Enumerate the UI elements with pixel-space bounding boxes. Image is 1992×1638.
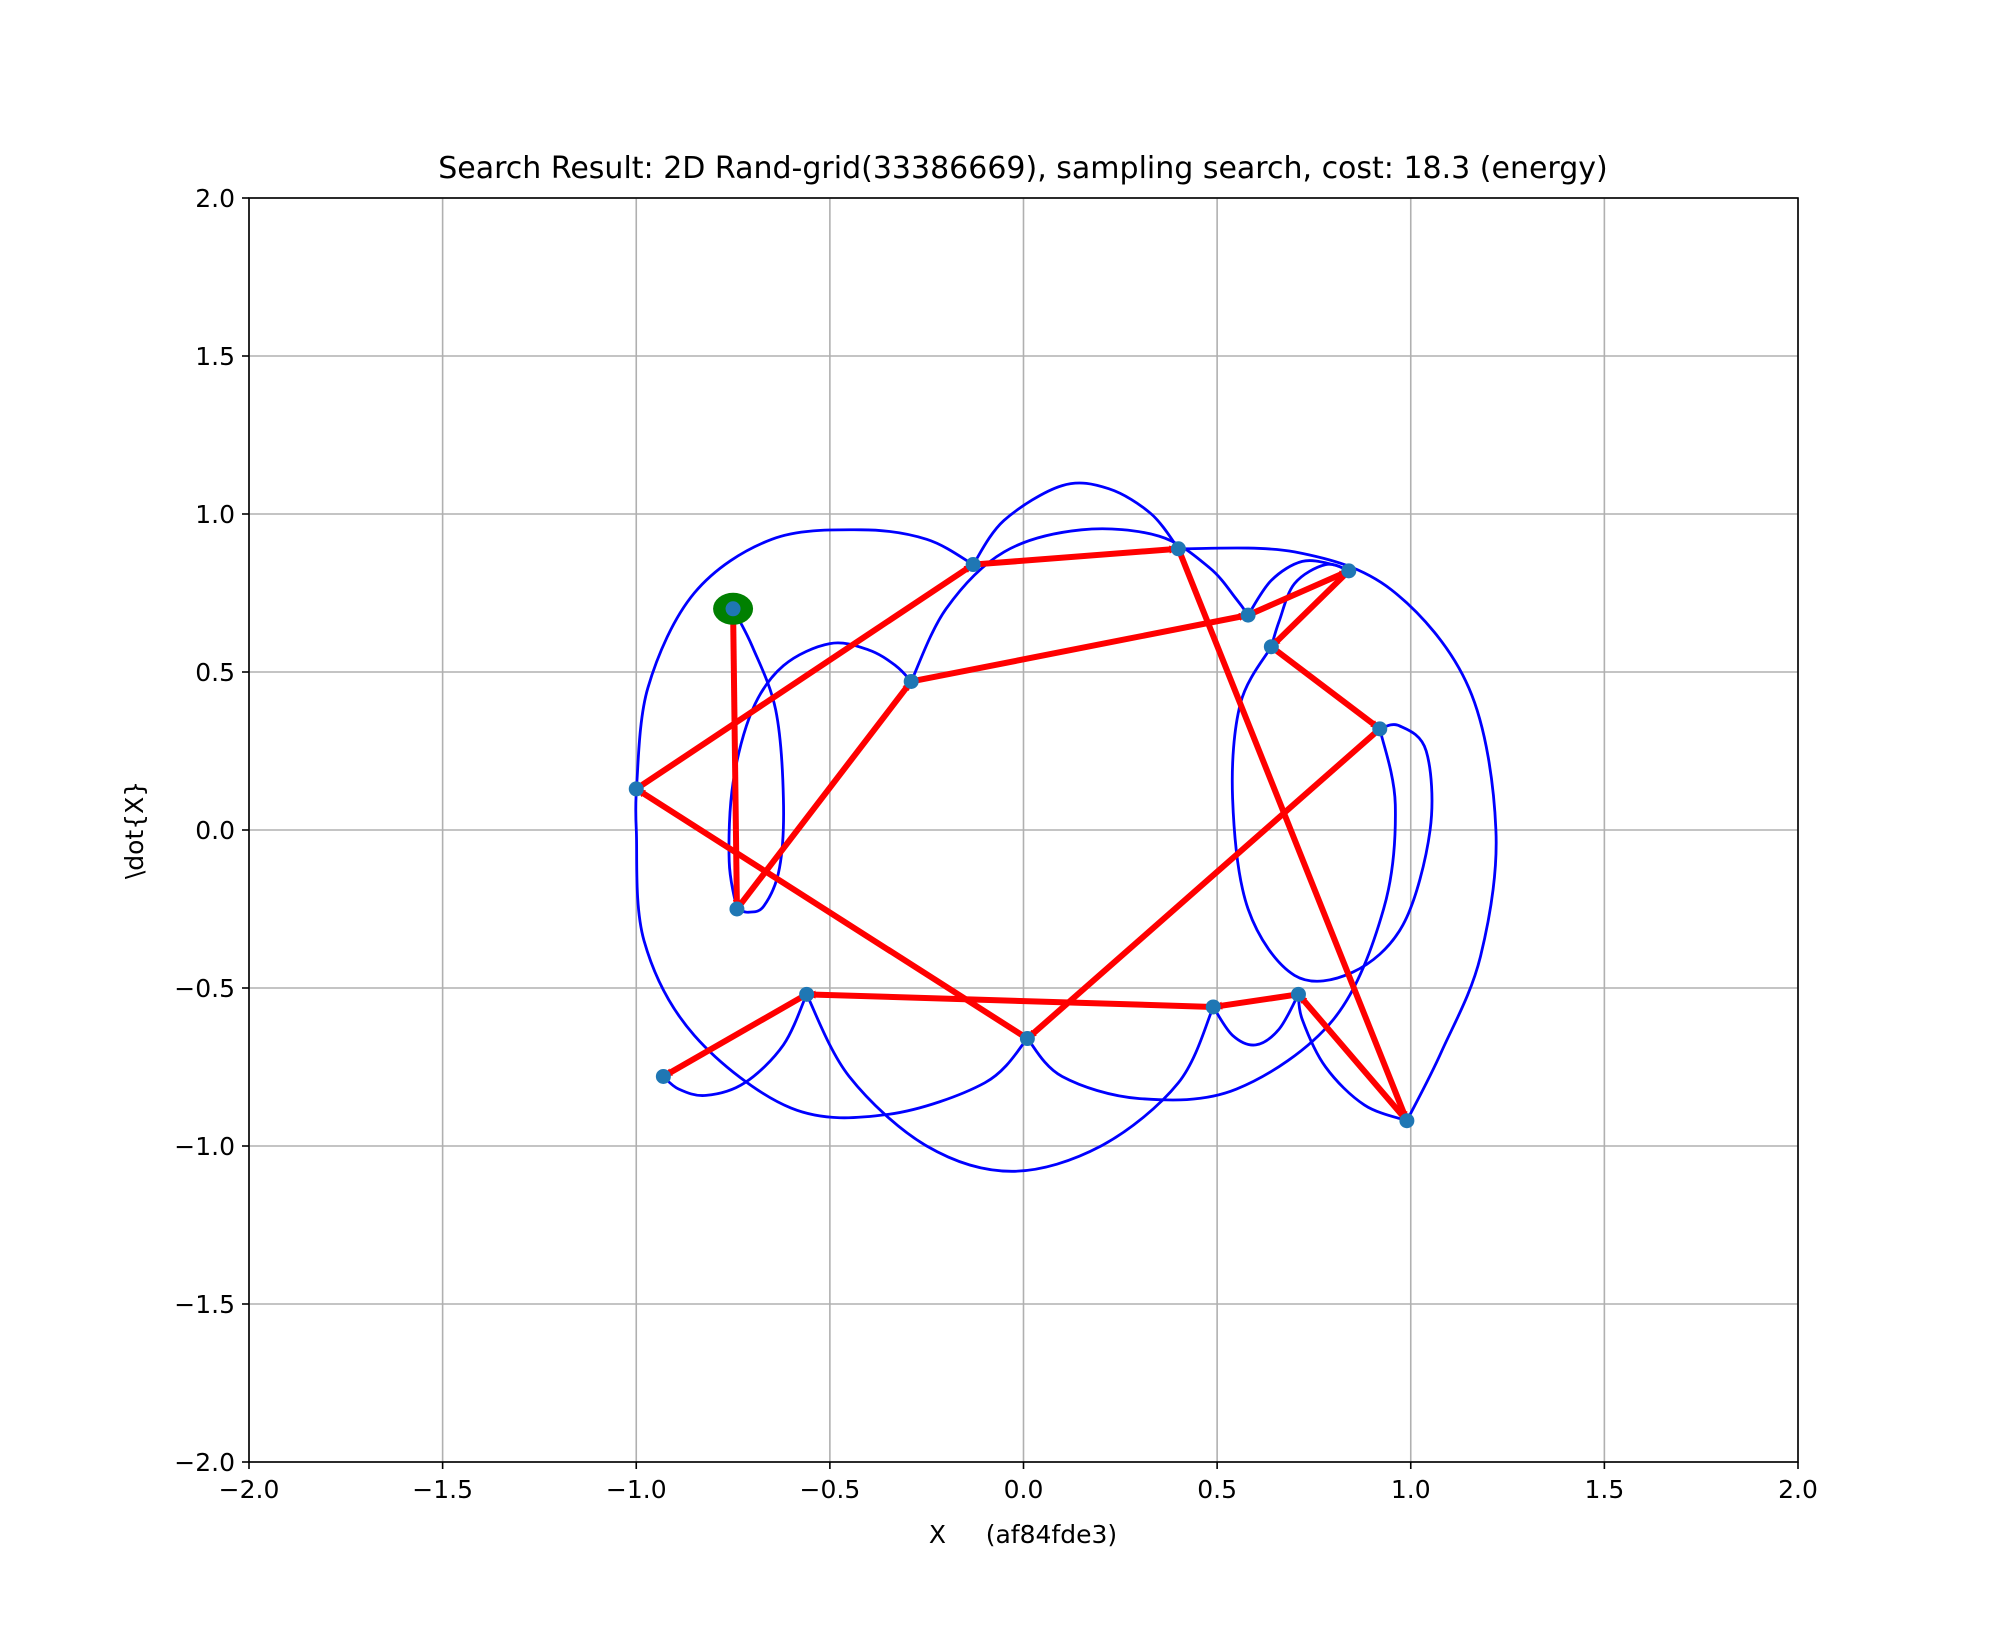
sample-point <box>1019 1031 1035 1047</box>
y-tick-label: 1.0 <box>195 500 235 529</box>
search-path-arrow <box>1025 726 1382 1041</box>
sample-point <box>1170 541 1186 557</box>
search-path-arrow <box>661 991 809 1080</box>
trajectory-curve <box>972 481 1180 566</box>
sample-point <box>1240 607 1256 623</box>
y-tick-label: −2.0 <box>174 1448 235 1477</box>
trajectory-curve <box>634 788 1029 1120</box>
search-path-arrow <box>1269 568 1351 649</box>
sample-point <box>1290 986 1306 1002</box>
x-tick-label: −2.0 <box>219 1475 280 1504</box>
search-path <box>634 545 1410 1123</box>
y-axis-label: \dot{X} <box>120 781 149 879</box>
y-tick-label: 1.5 <box>195 342 235 371</box>
x-tick-label: 1.5 <box>1584 1475 1624 1504</box>
search-path-arrow <box>972 545 1180 568</box>
trajectories <box>634 481 1498 1173</box>
sample-points <box>628 541 1415 1129</box>
trajectory-curve <box>731 608 785 914</box>
x-tick-label: 1.0 <box>1391 1475 1431 1504</box>
trajectory-curve <box>1178 546 1498 1122</box>
search-path-arrow <box>910 612 1250 685</box>
y-tick-label: −1.0 <box>174 1132 235 1161</box>
trajectory-curve <box>1026 728 1397 1102</box>
y-tick-label: 0.0 <box>195 816 235 845</box>
sample-point <box>903 673 919 689</box>
x-tick-label: 0.0 <box>1004 1475 1044 1504</box>
chart-title: Search Result: 2D Rand-grid(33386669), s… <box>438 151 1607 186</box>
sample-point <box>1399 1113 1415 1129</box>
trajectory-curve <box>1297 994 1408 1123</box>
search-path-arrow <box>730 608 741 910</box>
trajectory-curve <box>662 993 808 1097</box>
search-path-arrow <box>1175 547 1410 1122</box>
sample-point <box>965 557 981 573</box>
sample-point <box>799 986 815 1002</box>
x-axis-label: X (af84fde3) <box>929 1520 1117 1549</box>
y-tick-label: −1.5 <box>174 1290 235 1319</box>
trajectory-curve <box>909 527 1250 683</box>
y-tick-label: −0.5 <box>174 974 235 1003</box>
search-path-arrow <box>1296 992 1410 1123</box>
sample-point <box>1263 639 1279 655</box>
trajectory-curve <box>1212 993 1300 1047</box>
x-tick-label: 2.0 <box>1778 1475 1818 1504</box>
trajectory-curve <box>805 993 1215 1173</box>
search-path-arrow <box>1269 644 1382 732</box>
trajectory-curve <box>727 641 913 910</box>
search-path-arrow <box>1246 568 1350 618</box>
search-path-arrow <box>1212 991 1299 1010</box>
sample-point <box>1372 721 1388 737</box>
trajectory-curve <box>1269 562 1350 648</box>
y-tick-label: 0.5 <box>195 658 235 687</box>
x-tick-label: −0.5 <box>800 1475 861 1504</box>
x-tick-label: −1.0 <box>606 1475 667 1504</box>
sample-point <box>1341 563 1357 579</box>
sample-point <box>729 901 745 917</box>
sample-point <box>1205 999 1221 1015</box>
trajectory-curve <box>634 528 974 790</box>
search-path-arrow <box>634 562 975 792</box>
x-tick-label: −1.5 <box>412 1475 473 1504</box>
x-tick-label: 0.5 <box>1197 1475 1237 1504</box>
y-tick-label: 2.0 <box>195 184 235 213</box>
sample-point <box>725 601 741 617</box>
search-path-arrow <box>805 990 1214 1010</box>
sample-point <box>655 1068 671 1084</box>
sample-point <box>628 781 644 797</box>
ticks: −2.0 −1.5 −1.0 −0.5 0.0 0.5 1.0 1.5 2.0 −2.0 −1.5 −… <box>174 184 1818 1504</box>
